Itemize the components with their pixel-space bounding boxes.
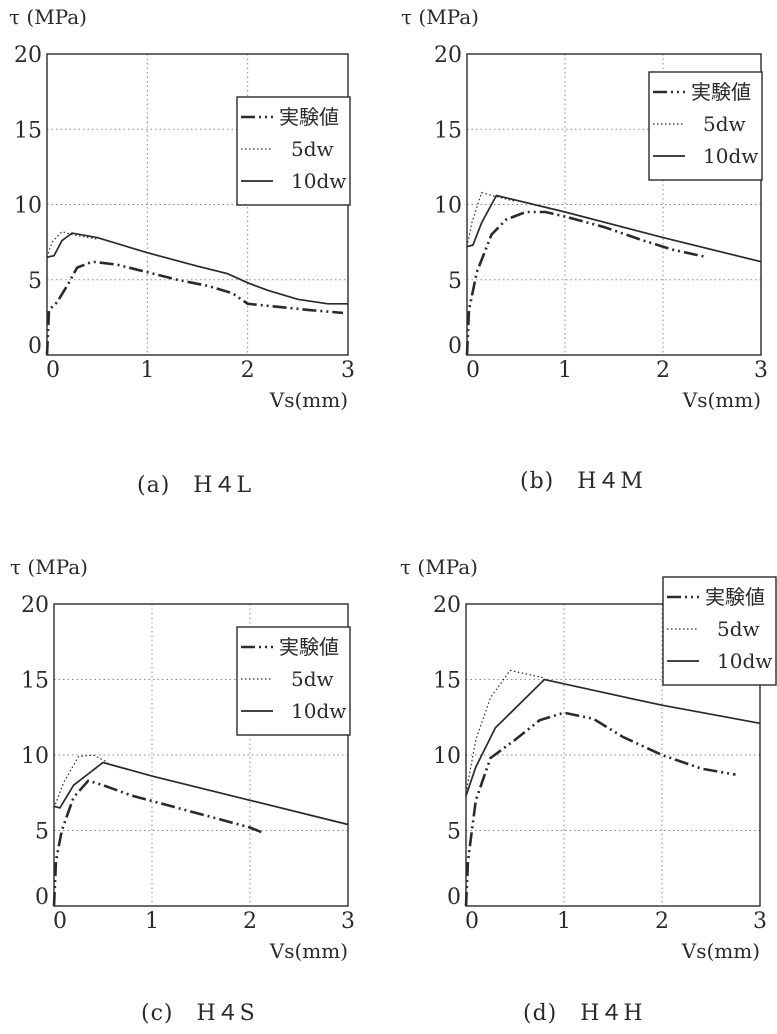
series-line-10dw bbox=[466, 194, 762, 263]
chart-panel-b: 0 5 10 15 20 0 1 2 3 τ (MPa) Vs(mm) (b) H４M 実験値 5dw 10… bbox=[401, 5, 768, 494]
x-tick-label: 0 bbox=[46, 358, 60, 383]
legend-label-5dw: 5dw bbox=[291, 667, 334, 691]
x-axis-label: Vs(mm) bbox=[269, 388, 348, 412]
legend-label-experimental: 実験値 bbox=[279, 635, 339, 659]
legend-label-10dw: 10dw bbox=[291, 699, 346, 723]
series-line-experimental bbox=[45, 260, 344, 356]
series-line-10dw bbox=[465, 678, 761, 797]
legend-box bbox=[648, 71, 763, 181]
legend-label-experimental: 実験値 bbox=[691, 80, 751, 104]
y-tick-label: 0 bbox=[448, 334, 462, 359]
series-line-10dw bbox=[46, 232, 348, 305]
legend-box bbox=[236, 96, 351, 206]
plot-frame bbox=[466, 53, 762, 356]
x-tick-label: 1 bbox=[558, 358, 572, 383]
series-line-5dw bbox=[465, 669, 545, 793]
chart-panel-a: 0 5 10 15 20 0 1 2 3 τ (MPa) Vs(mm) (a) H４L 実験値 5dw 10… bbox=[9, 5, 355, 498]
legend-box bbox=[236, 626, 351, 736]
y-tick-label: 15 bbox=[434, 118, 462, 143]
x-tick-label: 0 bbox=[53, 909, 67, 934]
y-tick-label: 0 bbox=[35, 885, 49, 910]
series-line-5dw bbox=[46, 230, 98, 258]
x-tick-label: 0 bbox=[466, 358, 480, 383]
y-tick-label: 5 bbox=[447, 820, 461, 845]
legend-label-10dw: 10dw bbox=[291, 169, 346, 193]
panel-caption: (c) H４S bbox=[141, 1001, 256, 1026]
x-tick-label: 3 bbox=[753, 909, 767, 934]
x-tick-label: 2 bbox=[241, 358, 255, 383]
y-tick-label: 5 bbox=[448, 269, 462, 294]
y-tick-label: 20 bbox=[434, 43, 462, 68]
x-tick-label: 1 bbox=[145, 909, 159, 934]
x-tick-label: 3 bbox=[341, 358, 355, 383]
y-axis-label: τ (MPa) bbox=[400, 555, 478, 579]
y-tick-label: 10 bbox=[14, 194, 42, 219]
series-line-experimental bbox=[464, 711, 736, 907]
legend-label-5dw: 5dw bbox=[291, 137, 334, 161]
series-line-5dw bbox=[466, 191, 517, 247]
x-axis-label: Vs(mm) bbox=[681, 939, 760, 963]
legend-label-experimental: 実験値 bbox=[279, 105, 339, 129]
y-axis-label: τ (MPa) bbox=[401, 5, 479, 29]
x-tick-label: 0 bbox=[465, 909, 479, 934]
legend: 実験値 5dw 10dw bbox=[662, 576, 777, 686]
legend-box bbox=[662, 576, 777, 686]
x-axis-label: Vs(mm) bbox=[682, 388, 761, 412]
legend-label-10dw: 10dw bbox=[703, 144, 758, 168]
plot-frame bbox=[465, 603, 761, 907]
y-tick-label: 0 bbox=[28, 334, 42, 359]
x-tick-label: 2 bbox=[655, 909, 669, 934]
legend-label-10dw: 10dw bbox=[717, 649, 772, 673]
legend: 実験値 5dw 10dw bbox=[236, 96, 351, 206]
y-tick-label: 20 bbox=[433, 593, 461, 618]
y-tick-label: 5 bbox=[35, 820, 49, 845]
legend: 実験値 5dw 10dw bbox=[648, 71, 763, 181]
legend-label-5dw: 5dw bbox=[717, 617, 760, 641]
x-tick-label: 1 bbox=[140, 358, 154, 383]
y-tick-label: 15 bbox=[14, 118, 42, 143]
series-line-experimental bbox=[465, 210, 708, 356]
x-tick-label: 3 bbox=[754, 358, 768, 383]
y-tick-label: 5 bbox=[28, 269, 42, 294]
series-line-5dw bbox=[53, 754, 109, 809]
x-tick-label: 1 bbox=[557, 909, 571, 934]
y-tick-label: 15 bbox=[433, 669, 461, 694]
legend: 実験値 5dw 10dw bbox=[236, 626, 351, 736]
y-axis-label: τ (MPa) bbox=[9, 5, 87, 29]
y-tick-label: 0 bbox=[447, 885, 461, 910]
x-axis-label: Vs(mm) bbox=[269, 939, 348, 963]
chart-panel-d: 0 5 10 15 20 0 1 2 3 τ (MPa) Vs(mm) (d) H４H 実験値 5dw 10… bbox=[400, 555, 777, 1026]
panel-caption: (a) H４L bbox=[137, 473, 252, 498]
chart-panel-c: 0 5 10 15 20 0 1 2 3 τ (MPa) Vs(mm) (c) H４S 実験値 5dw 10… bbox=[10, 555, 355, 1026]
y-tick-label: 20 bbox=[21, 593, 49, 618]
series-line-10dw bbox=[53, 761, 349, 826]
legend-label-experimental: 実験値 bbox=[705, 585, 765, 609]
x-tick-label: 3 bbox=[341, 909, 355, 934]
x-tick-label: 2 bbox=[656, 358, 670, 383]
y-axis-label: τ (MPa) bbox=[10, 555, 88, 579]
x-tick-label: 2 bbox=[243, 909, 257, 934]
panel-caption: (d) H４H bbox=[523, 1001, 644, 1026]
y-tick-label: 10 bbox=[434, 194, 462, 219]
panel-caption: (b) H４M bbox=[520, 469, 644, 494]
y-tick-label: 10 bbox=[21, 744, 49, 769]
legend-label-5dw: 5dw bbox=[703, 112, 746, 136]
y-tick-label: 20 bbox=[14, 43, 42, 68]
y-tick-label: 15 bbox=[21, 669, 49, 694]
y-tick-label: 10 bbox=[433, 744, 461, 769]
plot-frame bbox=[53, 603, 349, 907]
series-line-experimental bbox=[52, 779, 266, 907]
